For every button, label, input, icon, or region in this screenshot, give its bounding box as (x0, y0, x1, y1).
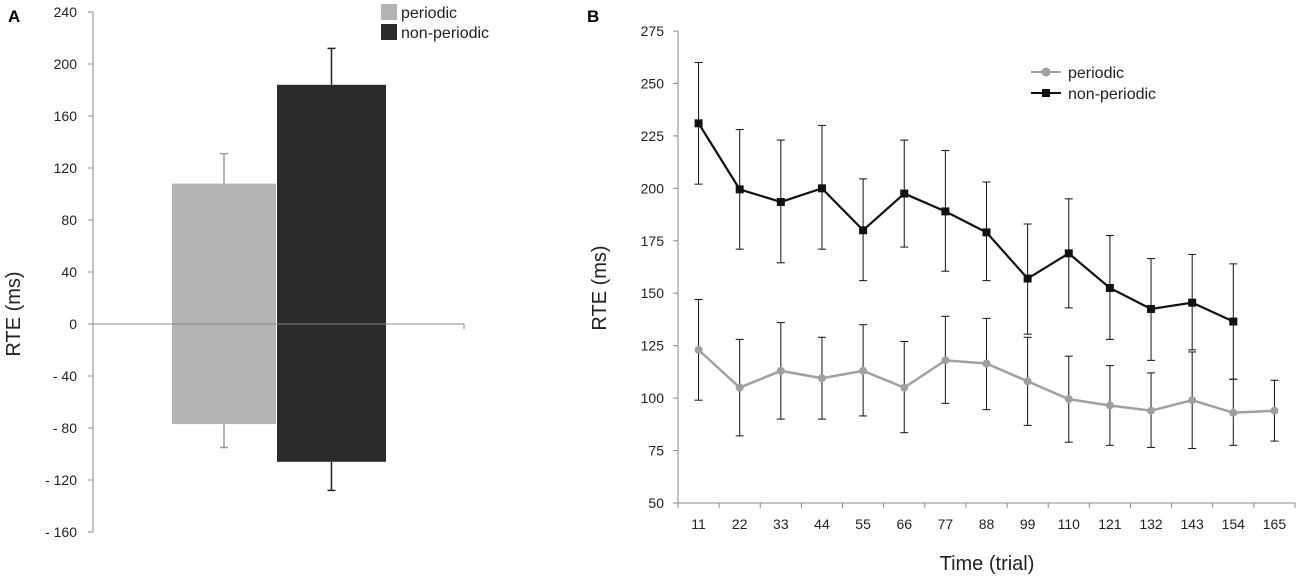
panel-b-x-tick-label: 88 (979, 516, 995, 532)
panel-a-y-tick-label: 80 (61, 212, 77, 228)
panel-b-y-tick-label: 250 (641, 75, 665, 91)
panel-b-x-tick-label: 165 (1263, 516, 1287, 532)
panel-a-y-axis-title: RTE (ms) (3, 271, 25, 356)
data-point-periodic (941, 356, 950, 365)
bar-negative-periodic (172, 324, 276, 425)
data-point-periodic (900, 383, 909, 392)
bar-negative-non-periodic (277, 324, 386, 462)
data-point-periodic (982, 359, 991, 368)
legend-swatch-periodic (381, 4, 397, 20)
legend-label-non-periodic: non-periodic (1068, 86, 1156, 103)
panel-b-x-tick-label: 99 (1020, 516, 1036, 532)
legend-label-periodic: periodic (401, 5, 457, 22)
panel-a-bars (172, 47, 386, 492)
data-point-periodic (735, 383, 744, 392)
data-point-non-periodic (982, 228, 991, 237)
data-point-periodic (1229, 408, 1238, 417)
series-periodic (694, 299, 1279, 449)
panel-a-axes (92, 12, 465, 532)
panel-b-x-tick-label: 33 (773, 516, 789, 532)
panel-b-y-tick-label: 175 (641, 233, 665, 249)
panel-a-y-tick-label: 240 (54, 4, 78, 20)
data-point-periodic (1188, 396, 1197, 405)
panel-b-y-axis-title: RTE (ms) (589, 245, 611, 330)
data-point-periodic (1023, 377, 1032, 386)
panel-b-y-tick-label: 50 (648, 495, 664, 511)
panel-a-y-tick-label: 200 (54, 56, 78, 72)
bar-positive-non-periodic (277, 84, 386, 324)
data-point-periodic (1270, 406, 1279, 415)
panel-b-x-axis-title: Time (trial) (940, 553, 1035, 575)
data-point-non-periodic (859, 226, 868, 235)
panel-b-legend: periodic non-periodic (1031, 65, 1156, 103)
panel-b-y-tick-label: 275 (641, 23, 665, 39)
data-point-non-periodic (776, 197, 785, 206)
panel-a-y-tick-label: 160 (54, 108, 78, 124)
panel-b-x-tick-label: 110 (1058, 516, 1081, 532)
legend-label-periodic: periodic (1068, 65, 1124, 82)
panel-b-x-tick-label: 55 (855, 516, 871, 532)
panel-b-letter: B (587, 7, 599, 26)
panel-a-y-tick-label: - 120 (45, 472, 77, 488)
panel-b-ticks: 50 75 100 125 150 175 200 225 250 275 11 22 33 44 55 66… (641, 23, 1296, 532)
series-line-non-periodic (697, 122, 1234, 323)
panel-b-axes (677, 31, 1295, 504)
panel-b-x-tick-label: 121 (1098, 516, 1122, 532)
panel-a-letter: A (8, 7, 20, 26)
panel-a-y-tick-label: 0 (69, 316, 77, 332)
panel-b-x-tick-label: 11 (691, 516, 706, 532)
legend-marker-non-periodic (1042, 89, 1050, 97)
panel-a-y-tick-label: - 80 (53, 420, 77, 436)
data-point-periodic (776, 366, 785, 375)
data-point-non-periodic (1147, 304, 1156, 313)
data-point-non-periodic (735, 185, 744, 194)
panel-b-y-tick-label: 75 (648, 443, 664, 459)
panel-b-y-tick-label: 225 (641, 128, 665, 144)
data-point-non-periodic (1064, 249, 1073, 258)
data-point-periodic (694, 345, 703, 354)
data-point-periodic (859, 366, 868, 375)
panel-b-y-tick-label: 200 (641, 180, 665, 196)
panel-a-y-tick-label: 40 (61, 264, 77, 280)
data-point-non-periodic (694, 119, 703, 128)
panel-a-y-tick-label: - 160 (45, 524, 77, 540)
panel-b-y-tick-label: 100 (641, 390, 665, 406)
legend-label-non-periodic: non-periodic (401, 25, 489, 42)
panel-a-y-tick-label: - 40 (53, 368, 77, 384)
data-point-periodic (1147, 406, 1156, 415)
bar-positive-periodic (172, 183, 276, 324)
legend-swatch-non-periodic (381, 24, 397, 40)
panel-b-x-tick-label: 154 (1222, 516, 1246, 532)
panel-b-series (694, 61, 1279, 449)
legend-marker-periodic (1041, 67, 1051, 77)
panel-b-x-tick-label: 143 (1180, 516, 1204, 532)
data-point-periodic (817, 374, 826, 383)
series-non-periodic (694, 61, 1238, 380)
panel-a-y-tick-label: 120 (54, 160, 78, 176)
panel-b-y-tick-label: 125 (641, 338, 665, 354)
data-point-non-periodic (941, 207, 950, 216)
panel-a-legend: periodic non-periodic (381, 4, 489, 42)
data-point-non-periodic (1188, 298, 1197, 307)
data-point-non-periodic (900, 189, 909, 198)
panel-b-x-tick-label: 22 (732, 516, 748, 532)
data-point-non-periodic (1023, 274, 1032, 283)
panel-b-line-chart: B RTE (ms) Time (trial) 50 75 100 125 150 175… (587, 7, 1296, 575)
panel-b-x-tick-label: 66 (896, 516, 912, 532)
panel-b-y-tick-label: 150 (641, 285, 665, 301)
data-point-non-periodic (1105, 283, 1114, 292)
panel-b-x-tick-label: 44 (814, 516, 830, 532)
panel-b-x-tick-label: 132 (1139, 516, 1163, 532)
data-point-periodic (1105, 401, 1114, 410)
data-point-non-periodic (817, 184, 826, 193)
data-point-periodic (1064, 395, 1073, 404)
panel-b-x-tick-label: 77 (938, 516, 954, 532)
panel-a-bar-chart: A RTE (ms) 240 200 160 120 80 40 0 - 40 - 80 - 12… (3, 4, 489, 540)
data-point-non-periodic (1229, 317, 1238, 326)
panel-a-y-ticks: 240 200 160 120 80 40 0 - 40 - 80 - 120 - 160 (45, 4, 93, 540)
